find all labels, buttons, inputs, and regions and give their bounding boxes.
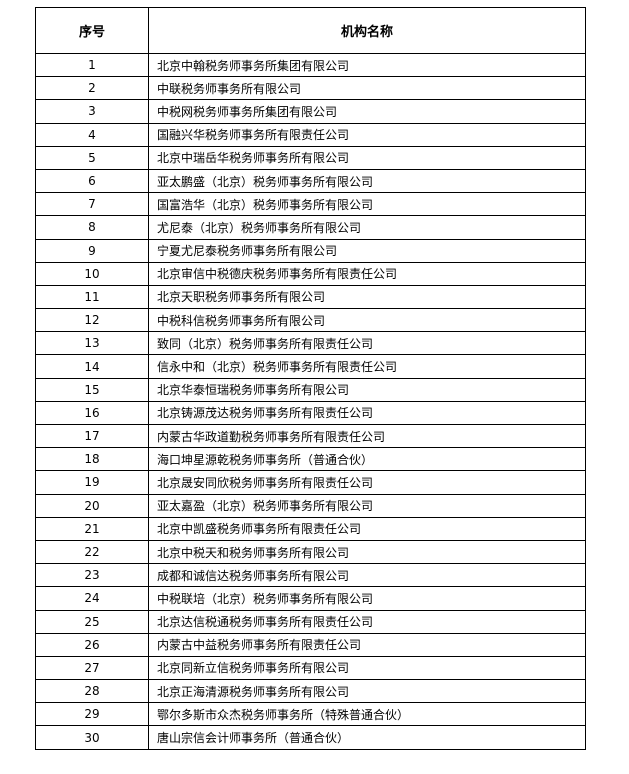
table-row: 16 北京铸源茂达税务师事务所有限责任公司 — [35, 400, 586, 426]
row-index: 13 — [35, 331, 149, 356]
row-index: 23 — [35, 563, 149, 588]
institution-name: 中税网税务师事务所集团有限公司 — [148, 99, 586, 124]
institution-name: 北京中税天和税务师事务所有限公司 — [148, 539, 586, 565]
institution-name: 中联税务师事务所有限公司 — [148, 76, 586, 101]
institution-name: 北京中瑞岳华税务师事务所有限公司 — [148, 145, 586, 170]
institution-table: 序号 机构名称 1 北京中翰税务师事务所集团有限公司 2 中联税务师事务所有限公司 3 中… — [35, 7, 586, 750]
header-name: 机构名称 — [148, 7, 586, 54]
table-row: 28 北京正海清源税务师事务所有限公司 — [35, 679, 586, 704]
institution-name: 宁夏尤尼泰税务师事务所有限公司 — [148, 238, 586, 263]
table-row: 29 鄂尔多斯市众杰税务师事务所（特殊普通合伙） — [35, 702, 586, 727]
institution-name: 中税联培（北京）税务师事务所有限公司 — [148, 586, 586, 611]
institution-name: 北京中凯盛税务师事务所有限责任公司 — [148, 516, 586, 541]
row-index: 6 — [35, 168, 149, 194]
row-index: 5 — [35, 145, 149, 170]
table-row: 3 中税网税务师事务所集团有限公司 — [35, 99, 586, 124]
row-index: 3 — [35, 99, 149, 124]
header-index: 序号 — [35, 7, 149, 54]
row-index: 17 — [35, 423, 149, 449]
institution-name: 海口坤星源乾税务师事务所（普通合伙） — [148, 447, 586, 472]
row-index: 19 — [35, 470, 149, 495]
row-index: 26 — [35, 632, 149, 657]
table-row: 26 内蒙古中益税务师事务所有限责任公司 — [35, 632, 586, 657]
institution-name: 鄂尔多斯市众杰税务师事务所（特殊普通合伙） — [148, 702, 586, 727]
table-row: 5 北京中瑞岳华税务师事务所有限公司 — [35, 145, 586, 170]
institution-name: 北京华泰恒瑞税务师事务所有限公司 — [148, 377, 586, 402]
table-row: 18 海口坤星源乾税务师事务所（普通合伙） — [35, 447, 586, 472]
institution-name: 北京达信税通税务师事务所有限责任公司 — [148, 609, 586, 634]
row-index: 7 — [35, 192, 149, 217]
institution-name: 北京审信中税德庆税务师事务所有限责任公司 — [148, 261, 586, 286]
table-row: 14 信永中和（北京）税务师事务所有限责任公司 — [35, 354, 586, 379]
institution-name: 亚太鹏盛（北京）税务师事务所有限公司 — [148, 168, 586, 194]
table-row: 15 北京华泰恒瑞税务师事务所有限公司 — [35, 377, 586, 402]
table-row: 2 中联税务师事务所有限公司 — [35, 76, 586, 101]
row-index: 4 — [35, 122, 149, 147]
institution-name: 北京天职税务师事务所有限公司 — [148, 284, 586, 310]
institution-name: 亚太嘉盈（北京）税务师事务所有限公司 — [148, 493, 586, 518]
row-index: 27 — [35, 655, 149, 681]
row-index: 14 — [35, 354, 149, 379]
table-row: 22 北京中税天和税务师事务所有限公司 — [35, 539, 586, 565]
row-index: 10 — [35, 261, 149, 286]
row-index: 24 — [35, 586, 149, 611]
institution-name: 致同（北京）税务师事务所有限责任公司 — [148, 331, 586, 356]
row-index: 8 — [35, 215, 149, 240]
table-row: 11 北京天职税务师事务所有限公司 — [35, 284, 586, 310]
row-index: 16 — [35, 400, 149, 426]
row-index: 29 — [35, 702, 149, 727]
row-index: 15 — [35, 377, 149, 402]
table-row: 9 宁夏尤尼泰税务师事务所有限公司 — [35, 238, 586, 263]
table-row: 13 致同（北京）税务师事务所有限责任公司 — [35, 331, 586, 356]
institution-name: 北京正海清源税务师事务所有限公司 — [148, 679, 586, 704]
header-row: 序号 机构名称 — [35, 7, 586, 54]
table-row: 7 国富浩华（北京）税务师事务所有限公司 — [35, 192, 586, 217]
row-index: 1 — [35, 52, 149, 78]
table-row: 6 亚太鹏盛（北京）税务师事务所有限公司 — [35, 168, 586, 194]
table-row: 10 北京审信中税德庆税务师事务所有限责任公司 — [35, 261, 586, 286]
table-row: 19 北京晟安同欣税务师事务所有限责任公司 — [35, 470, 586, 495]
institution-name: 北京晟安同欣税务师事务所有限责任公司 — [148, 470, 586, 495]
row-index: 28 — [35, 679, 149, 704]
institution-name: 北京中翰税务师事务所集团有限公司 — [148, 52, 586, 78]
institution-name: 北京铸源茂达税务师事务所有限责任公司 — [148, 400, 586, 426]
table-row: 25 北京达信税通税务师事务所有限责任公司 — [35, 609, 586, 634]
table-row: 27 北京同新立信税务师事务所有限公司 — [35, 655, 586, 681]
table-row: 23 成都和诚信达税务师事务所有限公司 — [35, 563, 586, 588]
institution-name: 唐山宗信会计师事务所（普通合伙） — [148, 725, 586, 750]
row-index: 30 — [35, 725, 149, 750]
institution-name: 内蒙古华政道勤税务师事务所有限责任公司 — [148, 423, 586, 449]
institution-name: 信永中和（北京）税务师事务所有限责任公司 — [148, 354, 586, 379]
table-row: 24 中税联培（北京）税务师事务所有限公司 — [35, 586, 586, 611]
institution-name: 北京同新立信税务师事务所有限公司 — [148, 655, 586, 681]
table-row: 1 北京中翰税务师事务所集团有限公司 — [35, 52, 586, 78]
row-index: 18 — [35, 447, 149, 472]
table-row: 4 国融兴华税务师事务所有限责任公司 — [35, 122, 586, 147]
table-row: 8 尤尼泰（北京）税务师事务所有限公司 — [35, 215, 586, 240]
institution-name: 国富浩华（北京）税务师事务所有限公司 — [148, 192, 586, 217]
row-index: 12 — [35, 308, 149, 333]
row-index: 9 — [35, 238, 149, 263]
row-index: 21 — [35, 516, 149, 541]
institution-name: 内蒙古中益税务师事务所有限责任公司 — [148, 632, 586, 657]
table-row: 20 亚太嘉盈（北京）税务师事务所有限公司 — [35, 493, 586, 518]
table-row: 17 内蒙古华政道勤税务师事务所有限责任公司 — [35, 423, 586, 449]
row-index: 11 — [35, 284, 149, 310]
institution-name: 国融兴华税务师事务所有限责任公司 — [148, 122, 586, 147]
table-row: 21 北京中凯盛税务师事务所有限责任公司 — [35, 516, 586, 541]
row-index: 2 — [35, 76, 149, 101]
institution-name: 尤尼泰（北京）税务师事务所有限公司 — [148, 215, 586, 240]
table-row: 12 中税科信税务师事务所有限公司 — [35, 308, 586, 333]
institution-name: 中税科信税务师事务所有限公司 — [148, 308, 586, 333]
row-index: 20 — [35, 493, 149, 518]
table-row: 30 唐山宗信会计师事务所（普通合伙） — [35, 725, 586, 750]
row-index: 22 — [35, 539, 149, 565]
institution-name: 成都和诚信达税务师事务所有限公司 — [148, 563, 586, 588]
row-index: 25 — [35, 609, 149, 634]
